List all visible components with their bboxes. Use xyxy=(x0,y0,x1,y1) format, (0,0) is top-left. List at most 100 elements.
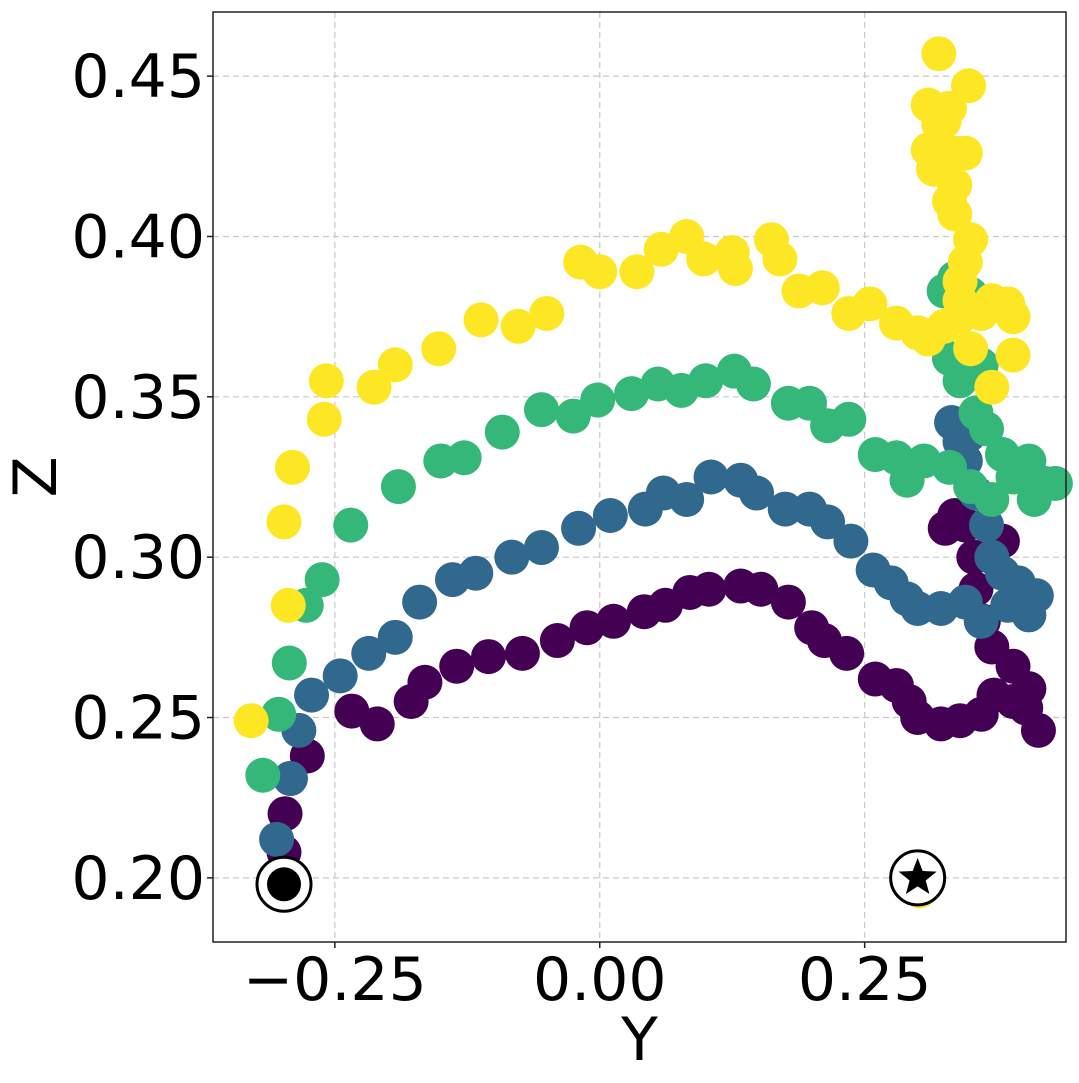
data-point xyxy=(529,295,565,331)
data-point xyxy=(829,635,865,671)
data-point xyxy=(596,603,632,639)
trajectory-markers xyxy=(255,849,947,913)
data-point xyxy=(693,459,729,495)
data-point xyxy=(927,510,963,546)
data-point xyxy=(974,481,1010,517)
data-point xyxy=(471,639,507,675)
data-point xyxy=(272,760,308,796)
data-point xyxy=(592,497,628,533)
data-point xyxy=(995,299,1031,335)
data-point xyxy=(947,135,983,171)
data-point xyxy=(580,382,616,418)
data-point xyxy=(1020,712,1056,748)
data-point xyxy=(523,392,559,428)
plot-frame xyxy=(212,11,1067,943)
data-point xyxy=(963,603,999,639)
data-point xyxy=(833,523,869,559)
data-point xyxy=(304,562,340,598)
data-point xyxy=(614,376,650,412)
data-point xyxy=(735,366,771,402)
data-point xyxy=(245,757,281,793)
data-point xyxy=(569,610,605,646)
data-point xyxy=(831,401,867,437)
data-point xyxy=(804,270,840,306)
y-tick-label: 0.30 xyxy=(71,523,205,593)
data-point xyxy=(582,254,618,290)
data-point xyxy=(852,286,888,322)
y-tick-label: 0.40 xyxy=(71,202,205,272)
y-tick-label: 0.25 xyxy=(71,684,205,754)
data-point xyxy=(500,308,536,344)
data-point xyxy=(958,395,994,431)
data-points xyxy=(233,36,1073,909)
data-point xyxy=(458,555,494,591)
data-point xyxy=(259,821,295,857)
data-point xyxy=(717,251,753,287)
data-point xyxy=(270,587,306,623)
data-point xyxy=(294,677,330,713)
x-tick-label: 0.00 xyxy=(533,945,667,1015)
data-point xyxy=(446,440,482,476)
data-point xyxy=(953,331,989,367)
data-point xyxy=(233,703,269,739)
data-point xyxy=(271,645,307,681)
x-axis-label: Y xyxy=(620,1005,658,1075)
data-point xyxy=(356,369,392,405)
y-tick-label: 0.20 xyxy=(71,844,205,914)
data-point xyxy=(351,635,387,671)
data-point xyxy=(266,504,302,540)
data-point xyxy=(926,103,962,139)
data-point xyxy=(669,481,705,517)
data-point xyxy=(739,475,775,511)
data-point xyxy=(504,635,540,671)
data-point xyxy=(377,619,413,655)
data-point xyxy=(688,363,724,399)
start-marker-dot xyxy=(266,867,301,902)
data-point xyxy=(561,510,597,546)
data-point xyxy=(1011,443,1047,479)
data-point xyxy=(359,706,395,742)
data-point xyxy=(306,401,342,437)
x-tick-label: −0.25 xyxy=(243,945,427,1015)
data-point xyxy=(439,648,475,684)
y-tick-label: 0.45 xyxy=(71,42,205,112)
data-point xyxy=(333,507,369,543)
y-axis-ticks: 0.20 0.25 0.30 0.35 0.40 0.45 xyxy=(71,42,213,914)
data-point xyxy=(762,241,798,277)
x-tick-label: 0.25 xyxy=(798,945,932,1015)
data-point xyxy=(984,437,1020,473)
data-point xyxy=(686,241,722,277)
data-point xyxy=(995,337,1031,373)
data-point xyxy=(953,222,989,258)
y-tick-label: 0.35 xyxy=(71,363,205,433)
data-point xyxy=(691,571,727,607)
data-point xyxy=(921,36,957,72)
series-2 xyxy=(245,260,1073,793)
data-point xyxy=(951,68,987,104)
data-point xyxy=(261,696,297,732)
end-marker-star xyxy=(898,857,937,895)
data-point xyxy=(1037,465,1073,501)
x-axis-ticks: −0.25 0.00 0.25 xyxy=(243,942,932,1015)
y-axis-label: Z xyxy=(1,456,71,497)
data-point xyxy=(974,539,1010,575)
data-point xyxy=(767,491,803,527)
data-point xyxy=(523,530,559,566)
data-point xyxy=(377,347,413,383)
data-point xyxy=(770,584,806,620)
data-point xyxy=(380,469,416,505)
data-point xyxy=(494,539,530,575)
data-point xyxy=(743,571,779,607)
data-point xyxy=(308,363,344,399)
data-point xyxy=(274,449,310,485)
data-point xyxy=(484,414,520,450)
data-point xyxy=(407,664,443,700)
data-point xyxy=(974,369,1010,405)
data-point xyxy=(322,658,358,694)
data-point xyxy=(619,254,655,290)
data-point xyxy=(810,504,846,540)
data-point xyxy=(402,584,438,620)
data-point xyxy=(463,302,499,338)
data-point xyxy=(539,623,575,659)
